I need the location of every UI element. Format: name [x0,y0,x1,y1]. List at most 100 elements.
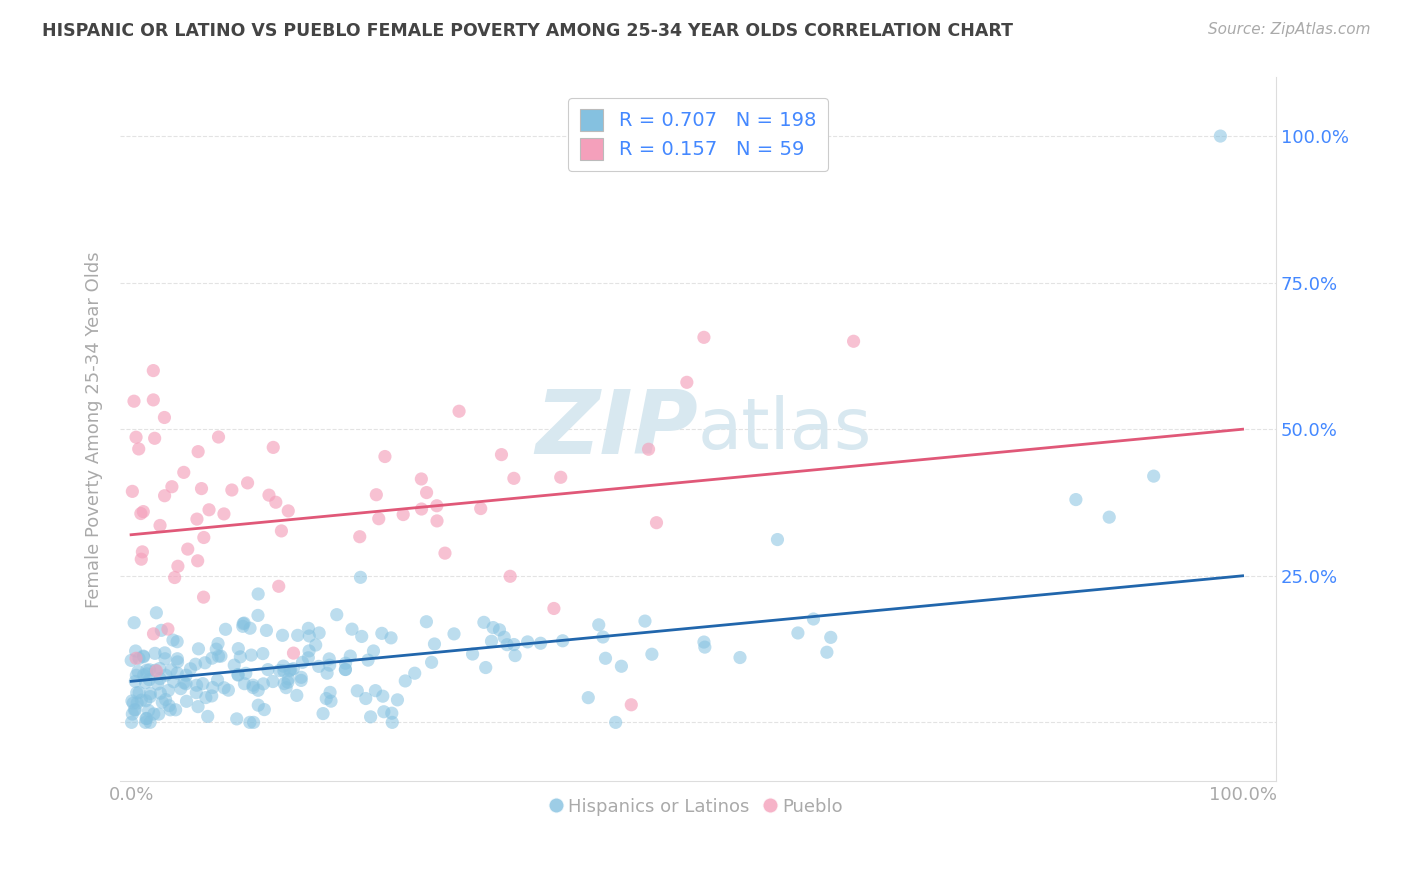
Point [298,644,321,658]
Point [371,626,394,640]
Point [290,670,312,684]
Point [349,570,371,584]
Point [157,683,180,698]
Point [576,690,599,705]
Point [143,663,166,677]
Point [153,489,176,503]
Point [148,707,170,722]
Point [162,633,184,648]
Point [312,706,335,721]
Point [273,664,295,678]
Point [207,649,229,664]
Point [335,663,357,677]
Point [166,666,188,681]
Point [550,470,572,484]
Point [246,608,269,623]
Point [177,542,200,557]
Point [349,530,371,544]
Point [124,703,146,717]
Point [217,683,239,698]
Point [128,651,150,665]
Point [318,652,340,666]
Point [155,692,177,706]
Y-axis label: Female Poverty Among 25-34 Year Olds: Female Poverty Among 25-34 Year Olds [86,251,103,607]
Point [415,485,437,500]
Point [381,715,404,730]
Point [494,630,516,644]
Point [363,644,385,658]
Point [693,635,716,649]
Point [125,651,148,665]
Point [232,616,254,631]
Point [190,482,212,496]
Point [316,666,339,681]
Point [153,410,176,425]
Point [305,638,328,652]
Point [496,638,519,652]
Point [815,645,838,659]
Point [247,683,270,698]
Point [381,706,404,721]
Point [186,512,208,526]
Point [179,662,201,676]
Point [233,676,256,690]
Point [194,690,217,705]
Point [262,674,284,689]
Point [165,703,187,717]
Point [135,711,157,725]
Point [247,698,270,713]
Point [335,656,357,670]
Text: ZIP: ZIP [536,385,697,473]
Point [187,699,209,714]
Point [308,626,330,640]
Point [461,647,484,661]
Point [472,615,495,630]
Point [121,694,143,708]
Point [170,681,193,696]
Point [173,466,195,480]
Point [166,655,188,669]
Point [270,524,292,538]
Point [543,601,565,615]
Point [149,686,172,700]
Point [481,634,503,648]
Point [124,674,146,689]
Point [240,648,263,662]
Point [167,559,190,574]
Point [138,704,160,718]
Point [132,505,155,519]
Point [592,630,614,644]
Text: atlas: atlas [697,395,872,464]
Point [387,693,409,707]
Point [145,606,167,620]
Point [226,668,249,682]
Point [125,668,148,682]
Point [235,666,257,681]
Point [308,659,330,673]
Point [433,546,456,560]
Point [502,471,524,485]
Point [276,681,298,695]
Point [138,663,160,677]
Point [411,502,433,516]
Point [143,431,166,445]
Point [187,641,209,656]
Point [176,694,198,708]
Point [228,641,250,656]
Point [224,658,246,673]
Legend: Hispanics or Latinos, Pueblo: Hispanics or Latinos, Pueblo [544,789,852,825]
Point [242,681,264,695]
Point [340,622,363,636]
Point [273,659,295,673]
Point [122,615,145,630]
Point [366,488,388,502]
Point [135,712,157,726]
Point [595,651,617,665]
Point [187,444,209,458]
Point [163,570,186,584]
Point [693,330,716,344]
Point [252,677,274,691]
Point [354,691,377,706]
Point [150,624,173,638]
Point [610,659,633,673]
